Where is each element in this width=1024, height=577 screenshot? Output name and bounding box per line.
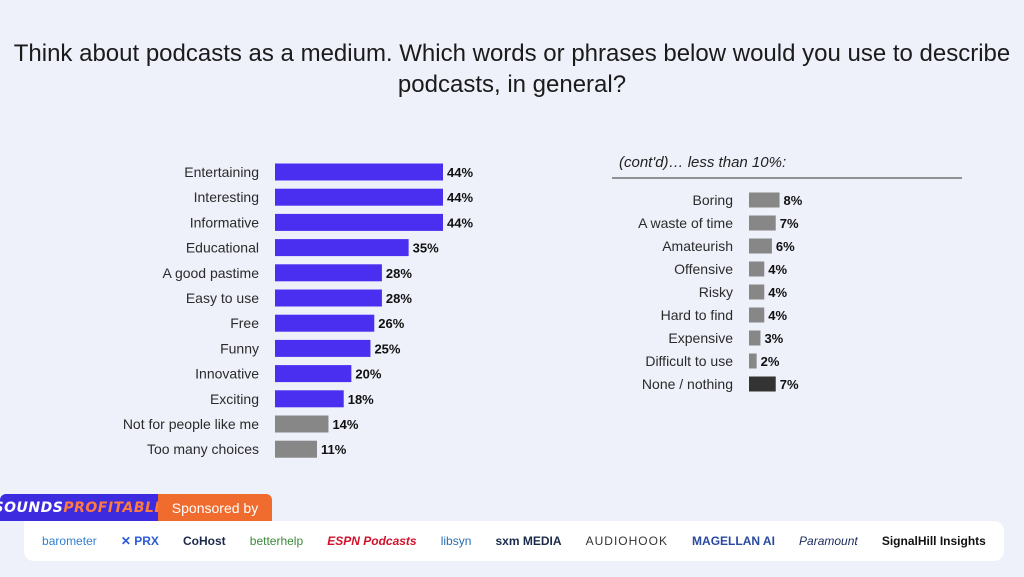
bar [275,440,317,458]
bar [275,239,409,257]
category-label: Boring [693,192,733,208]
category-label: Offensive [674,261,733,277]
value-label: 14% [332,417,358,432]
category-label: Risky [699,284,733,300]
sponsor-logo-prx: ✕ PRX [120,534,159,548]
bar [275,365,352,383]
bar [749,215,776,231]
value-label: 7% [780,377,799,392]
value-label: 44% [447,165,473,180]
category-label: Easy to use [186,290,259,306]
sponsor-logo-cohost: CoHost [183,534,226,548]
value-label: 20% [355,367,381,382]
value-label: 28% [386,266,412,281]
category-label: Innovative [195,366,259,382]
sponsor-logo-audiohook: AUDIOHOOK [585,534,668,548]
value-label: 4% [768,308,787,323]
value-label: 8% [784,193,803,208]
value-label: 4% [768,285,787,300]
sponsored-by-label: Sponsored by [158,494,272,521]
bar [749,353,757,369]
sponsor-logo-signalhill: SignalHill Insights [881,534,986,548]
left-bar-chart: Entertaining 44% Interesting 44% Informative… [123,163,473,458]
value-label: 28% [386,291,412,306]
category-label: Informative [190,214,259,230]
category-label: Exciting [210,391,259,407]
category-label: Funny [220,340,259,356]
footer-brand-bar: SOUNDS PROFITABLE Sponsored by [0,494,272,521]
sponsor-logo-libsyn: libsyn [440,534,472,548]
value-label: 44% [447,215,473,230]
bar [275,264,382,282]
chart-title: Think about podcasts as a medium. Which … [13,40,1011,98]
chart-canvas: (cont'd)… less than 10%: Entertaining 44%… [123,154,962,458]
bar [275,390,344,408]
category-label: A waste of time [638,215,733,231]
bar [275,415,329,433]
sponsor-logo-magellan-ai: MAGELLAN AI [692,534,775,548]
bar [749,238,772,254]
sponsor-logo-paramount: Paramount [799,534,858,548]
category-label: Not for people like me [123,416,259,432]
category-label: Free [230,315,259,331]
value-label: 25% [374,341,400,356]
bar [749,376,776,392]
bar [275,213,443,231]
sponsor-logo-barometer: barometer [42,534,97,548]
category-label: A good pastime [162,265,259,281]
bar [275,289,382,307]
category-label: None / nothing [642,376,733,392]
value-label: 26% [378,316,404,331]
bar [275,339,371,357]
value-label: 44% [447,190,473,205]
value-label: 18% [348,392,374,407]
category-label: Hard to find [661,307,733,323]
bar [749,192,780,208]
category-label: Amateurish [662,238,733,254]
value-label: 11% [321,442,347,457]
category-label: Expensive [668,330,733,346]
value-label: 2% [761,354,780,369]
bar [749,330,761,346]
bar [275,188,443,206]
sponsor-logo-sxm-media: sxm MEDIA [495,534,562,548]
category-label: Educational [186,240,259,256]
sponsor-logo-betterhelp: betterhelp [249,534,304,548]
value-label: 7% [780,216,799,231]
sounds-profitable-logo: SOUNDS PROFITABLE [0,494,164,521]
bar [749,284,765,300]
bar [275,314,375,332]
value-label: 35% [413,241,439,256]
category-label: Difficult to use [645,353,733,369]
bar [749,261,765,277]
bar [275,163,443,181]
category-label: Too many choices [147,441,259,457]
category-label: Interesting [194,189,259,205]
value-label: 4% [768,262,787,277]
right-bar-chart: Boring 8% A waste of time 7% Amateurish 6% Off… [638,192,803,392]
sponsor-logo-strip: barometer ✕ PRX CoHost betterhelp ESPN P… [24,521,1004,561]
sponsor-logo-espn-podcasts: ESPN Podcasts [327,534,417,548]
category-label: Entertaining [184,164,259,180]
bar [749,307,765,323]
right-chart-title: (cont'd)… less than 10%: [619,154,786,171]
value-label: 6% [776,239,795,254]
value-label: 3% [764,331,783,346]
